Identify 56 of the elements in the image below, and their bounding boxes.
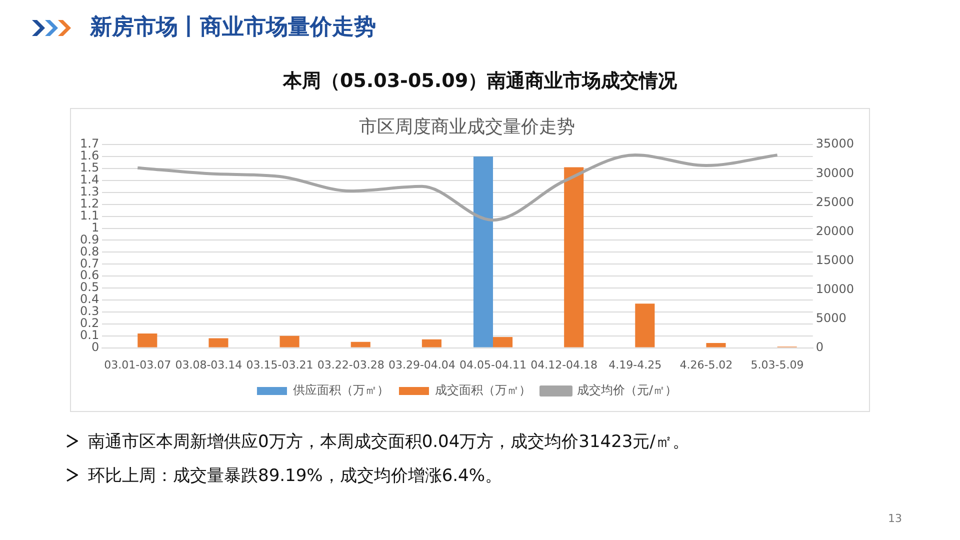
y-tick-label: 0.3 bbox=[80, 304, 100, 318]
x-tick-label: 5.03-5.09 bbox=[750, 358, 804, 372]
text: 新房市场丨商业市场量价走势 bbox=[90, 14, 376, 42]
x-tick-label: 03.01-03.07 bbox=[104, 358, 172, 372]
y2-tick-label: 10000 bbox=[816, 282, 854, 296]
y2-tick-label: 20000 bbox=[816, 224, 854, 238]
y2-tick-label: 30000 bbox=[816, 166, 854, 180]
bar bbox=[208, 338, 228, 348]
y-tick-label: 0.2 bbox=[80, 316, 100, 330]
x-tick-label: 4.26-5.02 bbox=[680, 358, 733, 372]
y-tick-label: 0 bbox=[91, 340, 100, 354]
text: 环比上周：成交量暴跌89.19%，成交均价增涨6.4%。 bbox=[88, 465, 502, 487]
y-tick-label: 1.1 bbox=[80, 208, 100, 222]
y-tick-label: 0.9 bbox=[80, 232, 100, 246]
legend-label: 成交面积（万㎡） bbox=[434, 383, 531, 398]
y-tick-label: 0.4 bbox=[80, 292, 100, 306]
text: 南通市区本周新增供应0万方，本周成交面积0.04万方，成交均价31423元/㎡。 bbox=[88, 431, 690, 453]
bar bbox=[422, 339, 442, 348]
y-tick-label: 1.5 bbox=[80, 160, 100, 175]
bar bbox=[473, 156, 493, 348]
y-tick-label: 0.5 bbox=[80, 280, 100, 294]
y2-tick-label: 5000 bbox=[816, 310, 846, 325]
y-tick-label: 0.8 bbox=[80, 244, 100, 258]
y-tick-label: 1 bbox=[91, 220, 100, 234]
y-tick-label: 1.2 bbox=[80, 196, 100, 210]
y-tick-label: 0.6 bbox=[80, 268, 100, 282]
y2-tick-label: 0 bbox=[816, 340, 824, 354]
legend-label: 成交均价（元/㎡） bbox=[576, 383, 678, 398]
x-tick-label: 04.05-04.11 bbox=[460, 358, 526, 372]
y-tick-label: 1.7 bbox=[80, 136, 100, 151]
x-tick-label: 4.19-4.25 bbox=[608, 358, 662, 372]
x-tick-label: 03.15-03.21 bbox=[246, 358, 314, 372]
x-tick-label: 04.12-04.18 bbox=[530, 358, 598, 372]
bar bbox=[280, 336, 300, 348]
line-series bbox=[136, 154, 779, 222]
y-tick-label: 1.4 bbox=[80, 172, 100, 187]
x-tick-label: 03.29-04.04 bbox=[388, 358, 456, 372]
y2-tick-label: 25000 bbox=[816, 194, 854, 209]
y-tick-label: 1.3 bbox=[80, 184, 100, 199]
bar bbox=[138, 333, 158, 348]
y-tick-label: 1.6 bbox=[80, 148, 100, 163]
y-tick-label: 0.1 bbox=[80, 328, 100, 342]
bar bbox=[706, 343, 726, 348]
y2-tick-label: 35000 bbox=[816, 136, 854, 151]
bar bbox=[635, 304, 655, 348]
legend-label: 供应面积（万㎡） bbox=[292, 383, 389, 398]
chart-subtitle: 本周（05.03-05.09）南通商业市场成交情况 bbox=[282, 69, 678, 94]
chart-title: 市区周度商业成交量价走势 bbox=[359, 116, 575, 138]
y-tick-label: 0.7 bbox=[80, 256, 100, 270]
x-tick-label: 03.22-03.28 bbox=[317, 358, 384, 372]
y2-tick-label: 15000 bbox=[816, 252, 854, 267]
bar bbox=[350, 342, 370, 348]
bar bbox=[492, 337, 513, 348]
x-tick-label: 03.08-03.14 bbox=[175, 358, 242, 372]
bar bbox=[564, 167, 584, 348]
text: 13 bbox=[888, 512, 902, 525]
